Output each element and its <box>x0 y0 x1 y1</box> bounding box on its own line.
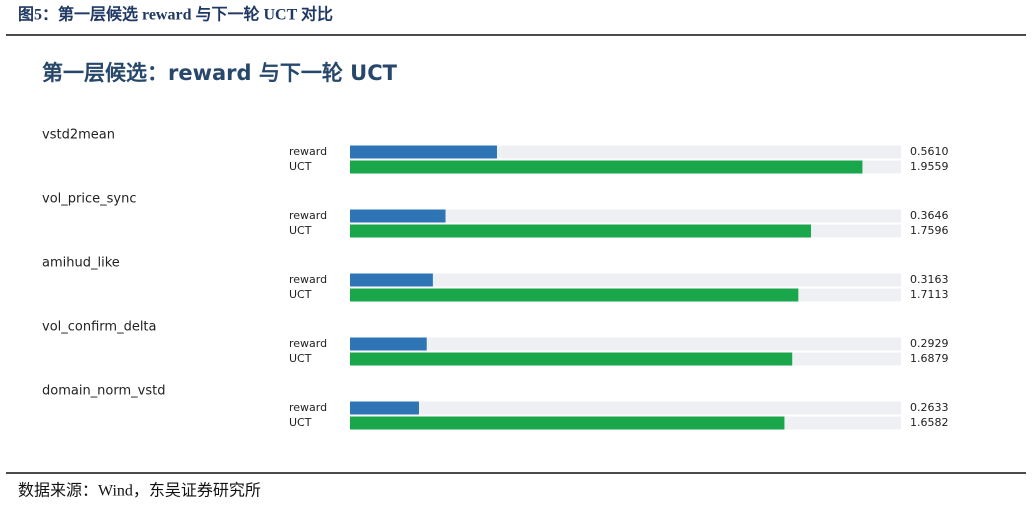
value-label: 0.3163 <box>910 273 949 286</box>
bar <box>350 416 785 430</box>
series-label: UCT <box>289 224 312 237</box>
value-label: 1.6879 <box>910 352 949 365</box>
series-label: reward <box>289 273 327 286</box>
series-label: UCT <box>289 160 312 173</box>
bar <box>350 224 812 238</box>
value-label: 0.2633 <box>910 401 949 414</box>
bar <box>350 352 793 366</box>
category-label: vol_confirm_delta <box>42 320 157 335</box>
value-label: 1.7113 <box>910 288 949 301</box>
series-label: reward <box>289 337 327 350</box>
bar <box>350 401 419 415</box>
series-label: reward <box>289 401 327 414</box>
value-label: 0.3646 <box>910 209 949 222</box>
source-note: 数据来源：Wind，东吴证券研究所 <box>18 482 261 500</box>
series-label: UCT <box>289 288 312 301</box>
series-label: reward <box>289 145 327 158</box>
series-label: UCT <box>289 352 312 365</box>
category-label: vol_price_sync <box>42 192 136 207</box>
series-label: UCT <box>289 416 312 429</box>
value-label: 1.7596 <box>910 224 949 237</box>
bar-track <box>350 273 901 287</box>
value-label: 0.2929 <box>910 337 949 350</box>
category-label: amihud_like <box>42 256 120 271</box>
category-label: vstd2mean <box>42 128 115 143</box>
bar <box>350 288 799 302</box>
value-label: 1.9559 <box>910 160 949 173</box>
value-label: 0.5610 <box>910 145 949 158</box>
bar-track <box>350 401 901 415</box>
bar <box>350 273 433 287</box>
category-label: domain_norm_vstd <box>42 384 165 399</box>
chart-title: 第一层候选：reward 与下一轮 UCT <box>42 61 398 85</box>
bar <box>350 145 497 159</box>
series-label: reward <box>289 209 327 222</box>
bar <box>350 160 863 174</box>
bar-track <box>350 209 901 223</box>
figure-caption: 图5：第一层候选 reward 与下一轮 UCT 对比 <box>18 5 333 24</box>
value-label: 1.6582 <box>910 416 949 429</box>
bar <box>350 337 427 351</box>
bar <box>350 209 446 223</box>
bar-track <box>350 337 901 351</box>
